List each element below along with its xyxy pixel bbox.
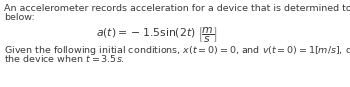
Text: below:: below: <box>4 13 35 22</box>
Text: $\left[\dfrac{m}{s}\right]$: $\left[\dfrac{m}{s}\right]$ <box>198 26 218 45</box>
Text: An accelerometer records acceleration for a device that is determined to be equi: An accelerometer records acceleration fo… <box>4 4 350 13</box>
Text: $a(t) = -1.5\sin(2t)$: $a(t) = -1.5\sin(2t)$ <box>96 26 196 39</box>
Text: the device when $t = 3.5s$.: the device when $t = 3.5s$. <box>4 53 125 64</box>
Text: Given the following initial conditions, $x(t = 0) = 0$, and $v(t = 0) = 1[m/s]$,: Given the following initial conditions, … <box>4 44 350 57</box>
